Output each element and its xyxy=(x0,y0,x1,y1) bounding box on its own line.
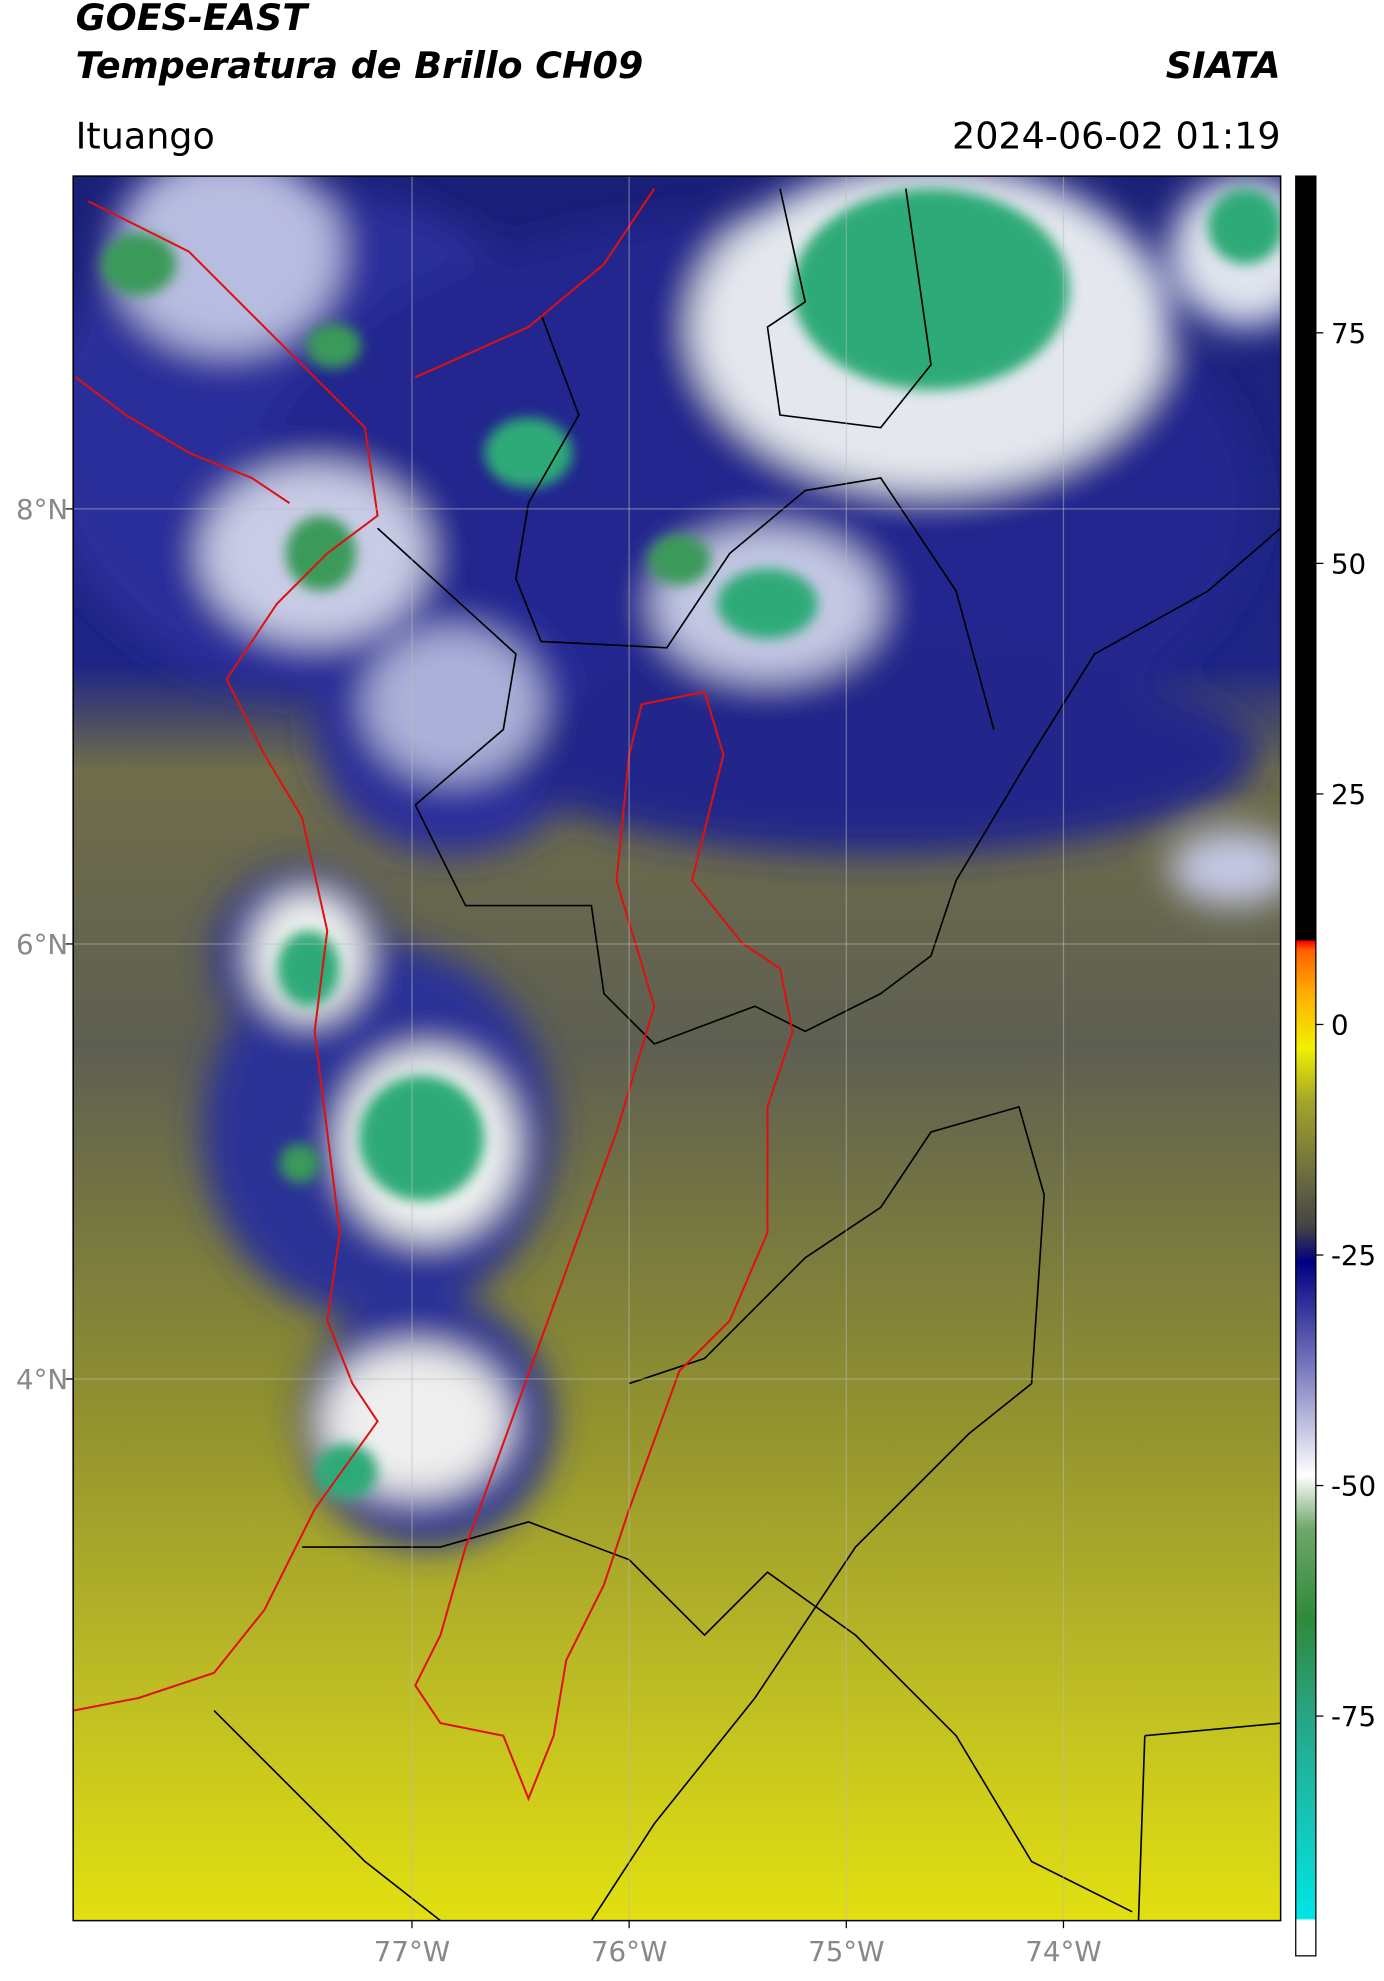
location: Ituango xyxy=(76,114,215,157)
title: GOES-EAST xyxy=(76,0,311,39)
x-tick-label: 76°W xyxy=(591,1935,667,1968)
title: Temperatura de Brillo CH09 xyxy=(76,44,644,87)
colorbar-tick-label: -25 xyxy=(1331,1239,1376,1272)
colorbar xyxy=(1295,175,1317,1957)
y-tick-label: 4°N xyxy=(16,1363,68,1396)
x-tick-label: 77°W xyxy=(374,1935,450,1968)
map-frame xyxy=(72,175,1282,1922)
colorbar-tick-label: -50 xyxy=(1331,1470,1376,1503)
grid xyxy=(73,176,1281,1921)
colorbar-tick-label: 50 xyxy=(1331,547,1366,580)
map xyxy=(73,176,1281,1921)
colorbar-tick-label: -75 xyxy=(1331,1700,1376,1733)
y-tick-label: 8°N xyxy=(16,493,68,526)
coastline xyxy=(73,188,794,1802)
cold-tops xyxy=(100,188,1281,1500)
colorbar-tick-label: 75 xyxy=(1331,317,1366,350)
timestamp: 2024-06-02 01:19 xyxy=(952,114,1281,157)
x-tick-label: 74°W xyxy=(1025,1935,1101,1968)
y-tick-label: 6°N xyxy=(16,928,68,961)
borders xyxy=(213,188,1281,1921)
credit: SIATA xyxy=(1166,44,1281,87)
x-tick-label: 75°W xyxy=(808,1935,884,1968)
colorbar-tick-label: 0 xyxy=(1331,1009,1349,1042)
colorbar-tick-label: 25 xyxy=(1331,778,1366,811)
